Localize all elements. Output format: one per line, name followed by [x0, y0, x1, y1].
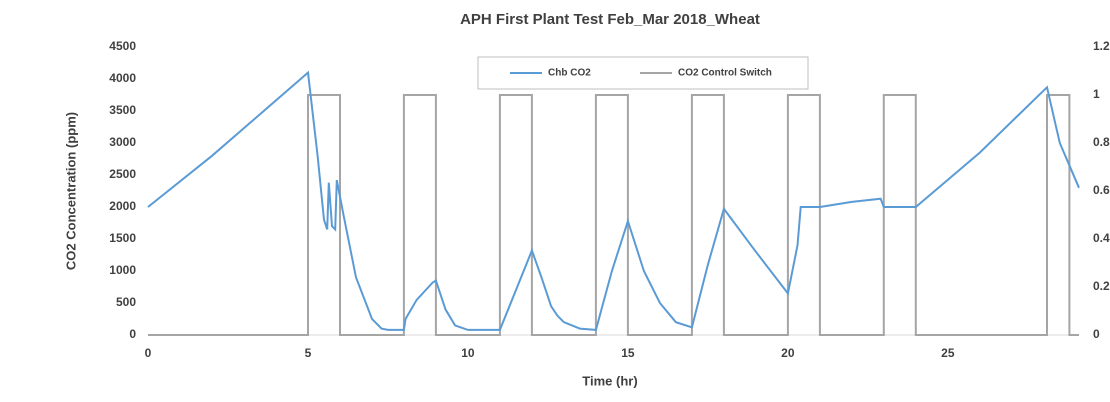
x-tick-label: 15: [621, 346, 635, 360]
y-tick-label: 4000: [109, 71, 136, 85]
y-tick-label: 2000: [109, 199, 136, 213]
x-tick-label: 5: [305, 346, 312, 360]
y2-tick-label: 0.2: [1093, 279, 1110, 293]
x-tick-label: 25: [941, 346, 955, 360]
y2-tick-label: 1.2: [1093, 39, 1110, 53]
y-tick-label: 2500: [109, 167, 136, 181]
y-axis-label: CO2 Concentration (ppm): [63, 112, 78, 270]
y-tick-label: 1500: [109, 231, 136, 245]
y-tick-label: 3500: [109, 103, 136, 117]
y2-tick-label: 0.4: [1093, 231, 1110, 245]
y-tick-label: 500: [116, 295, 136, 309]
x-axis-label: Time (hr): [582, 373, 637, 388]
y2-tick-label: 0.6: [1093, 183, 1110, 197]
legend-label: CO2 Control Switch: [678, 68, 772, 79]
y2-tick-label: 0.8: [1093, 135, 1110, 149]
chart-title: APH First Plant Test Feb_Mar 2018_Wheat: [460, 11, 760, 28]
y-tick-label: 3000: [109, 135, 136, 149]
y2-tick-label: 0: [1093, 327, 1100, 341]
y-tick-label: 0: [129, 327, 136, 341]
y-tick-label: 4500: [109, 39, 136, 53]
y-tick-label: 1000: [109, 263, 136, 277]
y2-tick-label: 1: [1093, 87, 1100, 101]
x-tick-label: 10: [461, 346, 475, 360]
series-line: [148, 94, 1079, 336]
x-tick-label: 0: [145, 346, 152, 360]
x-tick-label: 20: [781, 346, 795, 360]
series-line: [147, 70, 1080, 331]
legend-label: Chb CO2: [548, 68, 591, 79]
